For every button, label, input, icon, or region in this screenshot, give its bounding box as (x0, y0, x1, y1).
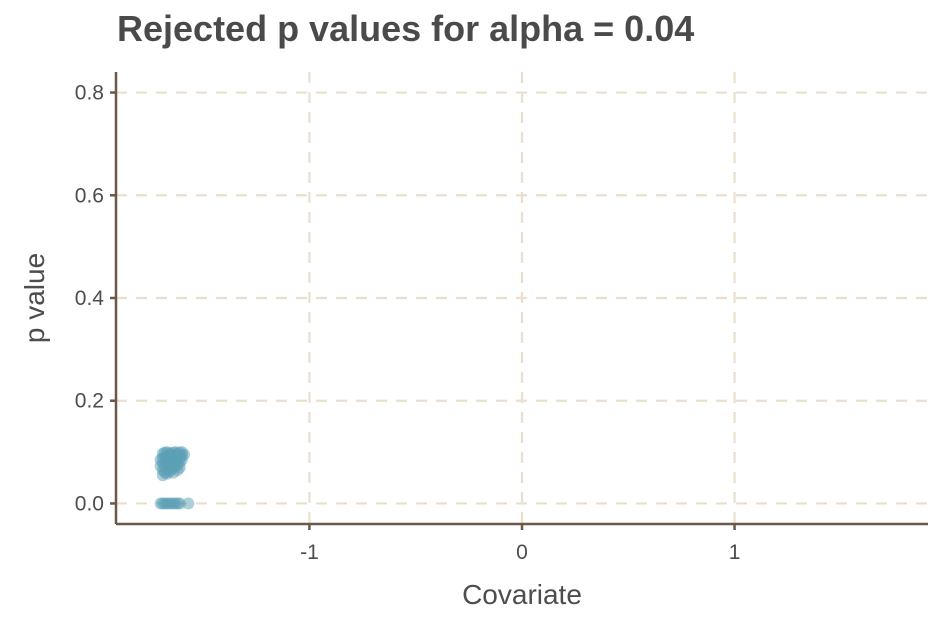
x-tick-label: 0 (516, 541, 528, 564)
y-tick-label: 0.4 (75, 287, 105, 310)
x-tick-label: -1 (300, 541, 319, 564)
grid-lines (116, 72, 928, 524)
data-point (173, 461, 186, 474)
y-tick-label: 0.6 (75, 184, 104, 207)
data-point (182, 497, 195, 510)
data-points (154, 446, 195, 510)
data-point (154, 459, 167, 472)
data-point (175, 446, 188, 459)
x-tick-label: 1 (729, 541, 741, 564)
axis-ticks: 0.0 0.2 0.4 0.6 0.8 -1 0 1 (75, 82, 741, 564)
data-point (173, 497, 186, 510)
chart-title: Rejected p values for alpha = 0.04 (117, 8, 695, 49)
y-tick-label: 0.0 (75, 492, 104, 515)
y-tick-label: 0.2 (75, 390, 104, 413)
x-axis-title: Covariate (462, 579, 582, 610)
y-axis-title: p value (19, 253, 50, 343)
y-tick-label: 0.8 (75, 82, 104, 105)
